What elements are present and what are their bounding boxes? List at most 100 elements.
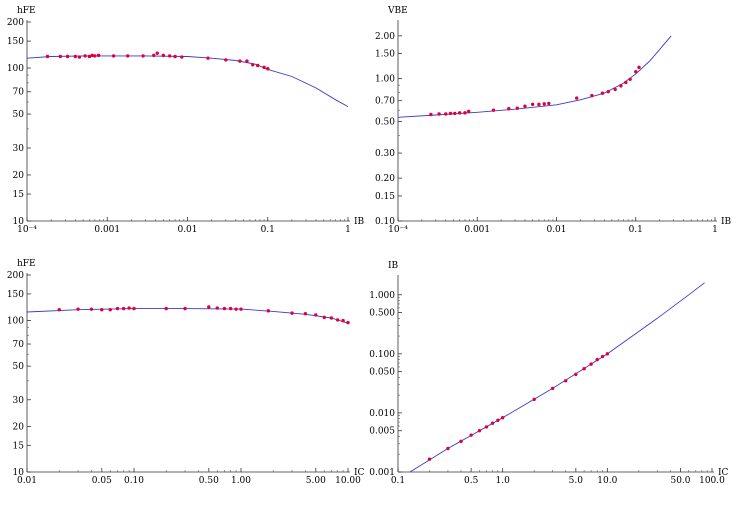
data-point <box>164 306 168 311</box>
data-point <box>73 54 78 59</box>
data-point <box>619 84 623 88</box>
x-tick-label: 5.0 <box>569 476 584 486</box>
data-point <box>469 433 473 437</box>
data-point <box>444 112 448 116</box>
x-tick-label: 50.0 <box>670 476 690 486</box>
data-point <box>613 87 617 92</box>
data-point <box>126 54 130 58</box>
data-point <box>605 352 610 356</box>
x-tick-label: 0.001 <box>464 225 490 235</box>
data-point <box>341 318 345 323</box>
x-tick-label: 0.5 <box>464 476 479 486</box>
data-point <box>65 54 70 59</box>
data-point <box>222 306 227 311</box>
data-point <box>290 311 294 315</box>
y-tick-label: 30 <box>13 144 25 154</box>
y-tick-label: 15 <box>13 441 25 451</box>
y-tick-label: 20 <box>13 171 25 181</box>
data-point <box>463 111 467 115</box>
data-point <box>167 54 172 58</box>
data-point <box>180 55 184 59</box>
x-tick-label: 0.50 <box>199 476 219 486</box>
x-tick-label: 0.10 <box>124 476 144 486</box>
data-point <box>152 53 156 58</box>
data-point <box>427 457 432 461</box>
data-point <box>322 315 326 320</box>
data-point <box>141 54 145 58</box>
data-point <box>245 59 249 63</box>
y-tick-label: 150 <box>7 290 24 300</box>
data-point <box>76 307 80 311</box>
data-point <box>550 386 555 391</box>
y-tick-label: 200 <box>7 18 24 28</box>
data-point <box>45 54 50 59</box>
data-point <box>595 357 599 362</box>
y-tick-label: 100 <box>7 64 24 74</box>
data-point <box>77 55 82 59</box>
y-tick-label: 150 <box>7 37 24 47</box>
x-tick-label: 10.00 <box>335 476 361 486</box>
data-point <box>624 80 628 85</box>
y-tick-label: 0.15 <box>375 192 395 202</box>
fit-curve <box>26 308 349 324</box>
data-point <box>530 102 535 107</box>
data-point <box>335 318 340 322</box>
chart-panel-4: 0.1 0.5 1.0 5.0 10.0 50.0 100.0 0.001 0.005 0.010… <box>369 261 728 486</box>
data-point <box>234 307 238 311</box>
x-tick-label: 0.05 <box>92 476 112 486</box>
x-axis-label: IC <box>354 468 365 478</box>
data-point <box>121 306 126 311</box>
chart-panel-1: 10⁻⁴ 0.001 0.01 0.1 1 10 15 20 30 50 70 100 150 200 IB… <box>7 6 365 235</box>
x-tick-label: 0.01 <box>17 476 37 486</box>
data-point <box>111 54 116 58</box>
x-tick-label: 1 <box>345 225 351 235</box>
data-point <box>448 111 453 116</box>
data-point <box>491 108 496 112</box>
data-point <box>637 65 641 70</box>
data-point <box>87 54 92 59</box>
chart-panel-2: 10⁻⁴ 0.001 0.01 0.1 1 0.10 0.15 0.20 0.30 0.50 0.7… <box>375 6 732 235</box>
data-point <box>466 109 471 113</box>
data-point <box>484 425 489 429</box>
data-point <box>429 112 433 117</box>
y-tick-label: 0.010 <box>369 409 395 419</box>
data-point <box>628 77 632 81</box>
data-point <box>329 316 334 320</box>
y-tick-label: 10 <box>13 468 25 478</box>
x-tick-label: 100.0 <box>699 476 725 486</box>
y-tick-label: 2.00 <box>375 32 395 42</box>
data-point <box>600 354 605 359</box>
x-tick-label: 10.0 <box>597 476 617 486</box>
data-point <box>459 439 463 444</box>
x-tick-label: 0.01 <box>546 225 566 235</box>
y-tick-label: 0.005 <box>369 427 395 437</box>
data-point <box>83 54 87 58</box>
data-point <box>634 69 638 74</box>
data-point <box>215 306 219 310</box>
y-tick-label: 0.50 <box>375 118 395 128</box>
y-tick-label: 0.30 <box>375 149 395 159</box>
data-point <box>542 102 546 106</box>
chart-panel-3: 0.01 0.05 0.10 0.50 1.00 5.00 10.00 10 15 20 30 50 7… <box>7 259 365 486</box>
y-tick-label: 0.100 <box>369 350 395 360</box>
y-tick-label: 0.001 <box>369 468 395 478</box>
data-point <box>161 53 166 58</box>
x-tick-label: 1 <box>712 225 718 235</box>
y-tick-label: 50 <box>13 110 25 120</box>
data-point <box>206 56 210 60</box>
y-tick-label: 70 <box>13 88 25 98</box>
x-tick-label: 0.1 <box>391 476 405 486</box>
y-tick-label: 20 <box>13 422 25 432</box>
data-point <box>574 372 578 377</box>
data-point <box>90 53 94 58</box>
data-point <box>532 397 536 402</box>
data-point <box>132 306 136 311</box>
y-axis-label: IB <box>388 261 399 271</box>
data-point <box>523 104 527 108</box>
data-point <box>537 102 541 107</box>
y-axis-label: hFE <box>17 6 36 16</box>
x-tick-label: 0.1 <box>261 225 275 235</box>
data-point <box>256 63 260 68</box>
y-tick-label: 0.500 <box>369 309 395 319</box>
data-point <box>446 446 450 451</box>
